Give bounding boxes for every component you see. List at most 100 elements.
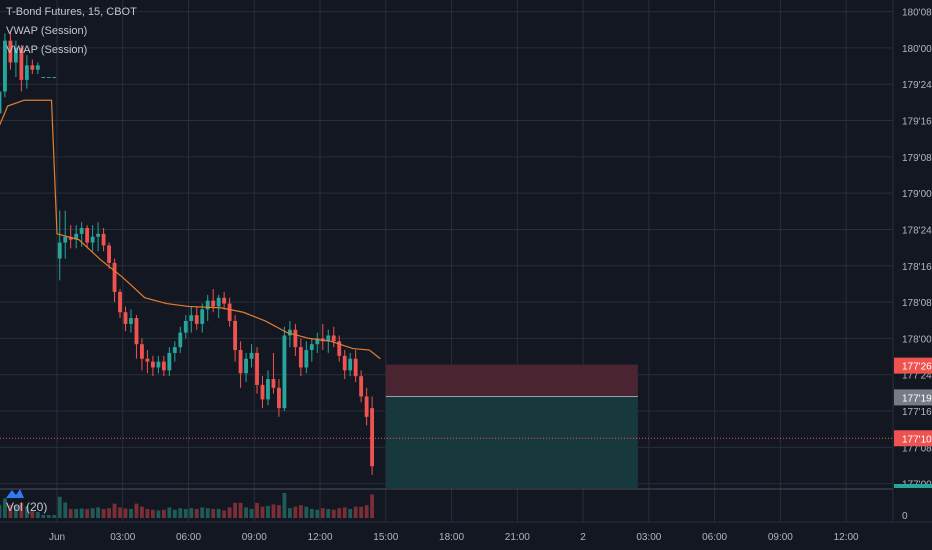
candle-body xyxy=(293,329,298,348)
volume-bar xyxy=(41,515,46,518)
indicator-vwap-2[interactable]: VWAP (Session) xyxy=(6,44,88,56)
volume-bar xyxy=(161,509,166,518)
time-axis-label: 12:00 xyxy=(308,532,333,543)
price-tag-stop xyxy=(894,357,932,374)
volume-bar xyxy=(178,508,183,518)
candle-body xyxy=(222,297,227,304)
candle-body xyxy=(123,312,128,324)
volume-bar xyxy=(90,508,95,518)
candle-body xyxy=(35,65,40,70)
candle-body xyxy=(140,344,144,359)
candle-body xyxy=(266,379,270,400)
time-axis-label: 09:00 xyxy=(242,532,267,543)
candle-body xyxy=(194,315,199,324)
volume-bar xyxy=(298,505,303,518)
candle-body xyxy=(85,228,90,243)
time-axis-label: 15:00 xyxy=(373,532,398,543)
volume-bar xyxy=(211,508,216,518)
price-tag-last-label: 177'10 xyxy=(902,434,932,445)
candle-body xyxy=(238,350,243,374)
candle-body xyxy=(342,355,347,371)
volume-bar xyxy=(145,508,150,518)
candle-body xyxy=(309,344,314,351)
volume-bar xyxy=(309,508,314,518)
stop-loss-zone xyxy=(385,364,638,397)
volume-bar xyxy=(364,505,369,518)
price-axis-label: 178'24 xyxy=(902,225,932,236)
candle-body xyxy=(277,387,281,409)
volume-bar xyxy=(156,510,161,518)
volume-bar xyxy=(353,506,358,518)
candle-body xyxy=(315,338,320,345)
symbol-title[interactable]: T-Bond Futures, 15, CBOT xyxy=(6,6,137,18)
price-tag-entry-label: 177'19 xyxy=(902,393,932,404)
candle-body xyxy=(129,318,133,324)
time-axis-label: 09:00 xyxy=(768,532,793,543)
volume-bar xyxy=(101,508,106,518)
candle-body xyxy=(150,361,155,368)
volume-bar xyxy=(326,508,331,518)
target-axis-marker xyxy=(894,484,932,488)
price-axis-label: 177'16 xyxy=(902,407,932,418)
volume-bar xyxy=(123,508,128,518)
candle-body xyxy=(46,76,51,78)
time-axis-label: 2 xyxy=(580,532,586,543)
candle-body xyxy=(364,396,369,417)
candle-body xyxy=(52,76,57,78)
volume-bar xyxy=(150,509,155,518)
price-axis-label: 179'24 xyxy=(902,80,932,91)
time-axis-label: 06:00 xyxy=(176,532,201,543)
candle-body xyxy=(348,358,353,371)
volume-bar xyxy=(0,504,2,518)
volume-bar xyxy=(74,508,79,518)
volume-bar xyxy=(205,508,210,518)
candle-body xyxy=(298,347,303,368)
candle-body xyxy=(30,65,35,70)
volume-bar xyxy=(19,502,24,518)
volume-bar xyxy=(63,502,68,518)
price-tag-last xyxy=(894,430,932,447)
candle-body xyxy=(255,352,259,385)
candle-body xyxy=(57,242,62,259)
candle-body xyxy=(287,329,292,336)
candle-body xyxy=(178,332,183,348)
volume-bar xyxy=(172,509,177,518)
volume-bar xyxy=(255,502,259,518)
volume-bar xyxy=(194,508,199,518)
volume-bar xyxy=(30,511,35,518)
candle-body xyxy=(118,291,122,313)
volume-bar xyxy=(200,507,205,518)
price-axis-label: 177'24 xyxy=(902,371,932,382)
candle-body xyxy=(244,358,248,374)
candle-body xyxy=(282,335,287,409)
candle-body xyxy=(3,40,7,92)
candle-body xyxy=(90,236,95,243)
candle-body xyxy=(74,233,79,240)
volume-bar xyxy=(140,506,144,518)
volume-bar xyxy=(282,493,287,518)
candle-body xyxy=(200,309,205,324)
candle-body xyxy=(167,352,172,371)
price-axis-label: 180'08 xyxy=(902,8,932,19)
price-axis-label: 178'16 xyxy=(902,262,932,273)
price-axis-label: 178'00 xyxy=(902,334,932,345)
price-tag-entry xyxy=(894,389,932,406)
volume-bar xyxy=(348,508,353,518)
volume-bar xyxy=(233,502,238,518)
candle-body xyxy=(216,297,221,307)
candle-body xyxy=(326,335,331,342)
volume-bar xyxy=(24,506,29,518)
volume-bar xyxy=(13,505,18,518)
volume-bar xyxy=(249,508,254,518)
volume-label[interactable]: Vol (20) xyxy=(6,500,48,514)
indicator-vwap-1[interactable]: VWAP (Session) xyxy=(6,25,88,37)
volume-bar xyxy=(189,508,194,518)
vwap-line xyxy=(0,99,381,360)
volume-bar xyxy=(134,503,139,518)
candle-body xyxy=(331,335,336,342)
candle-body xyxy=(68,236,73,240)
candle-body xyxy=(101,233,106,246)
price-axis-label: 178'08 xyxy=(902,298,932,309)
candle-body xyxy=(96,233,101,237)
